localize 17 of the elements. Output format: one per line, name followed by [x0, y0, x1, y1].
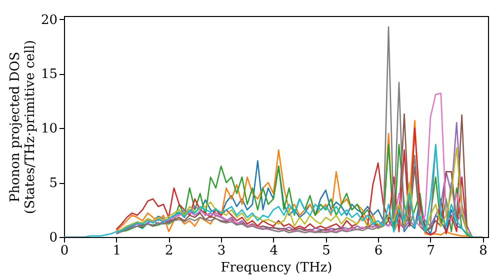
x-tick-label: 1 [112, 244, 121, 258]
y-tick-label: 15 [40, 67, 58, 82]
x-tick-label: 7 [426, 244, 436, 258]
x-tick-label: 5 [322, 244, 330, 258]
x-tick-label: 8 [479, 244, 488, 258]
x-tick-label: 6 [374, 244, 383, 258]
x-tick-label: 3 [217, 244, 226, 258]
x-tick-label: 2 [165, 244, 174, 258]
line-series [64, 144, 484, 237]
x-axis-title: Frequency (THz) [220, 260, 332, 276]
y-tick-label: 5 [49, 176, 58, 192]
x-tick-label: 0 [60, 244, 69, 258]
y-tick-label: 10 [40, 122, 58, 137]
x-tick-label: 4 [270, 244, 278, 258]
y-tick-label: 20 [40, 12, 58, 28]
y-axis-title: Phonon projected DOS (States/THz·primitive cell) [8, 40, 38, 214]
y-tick-label: 0 [49, 230, 58, 246]
